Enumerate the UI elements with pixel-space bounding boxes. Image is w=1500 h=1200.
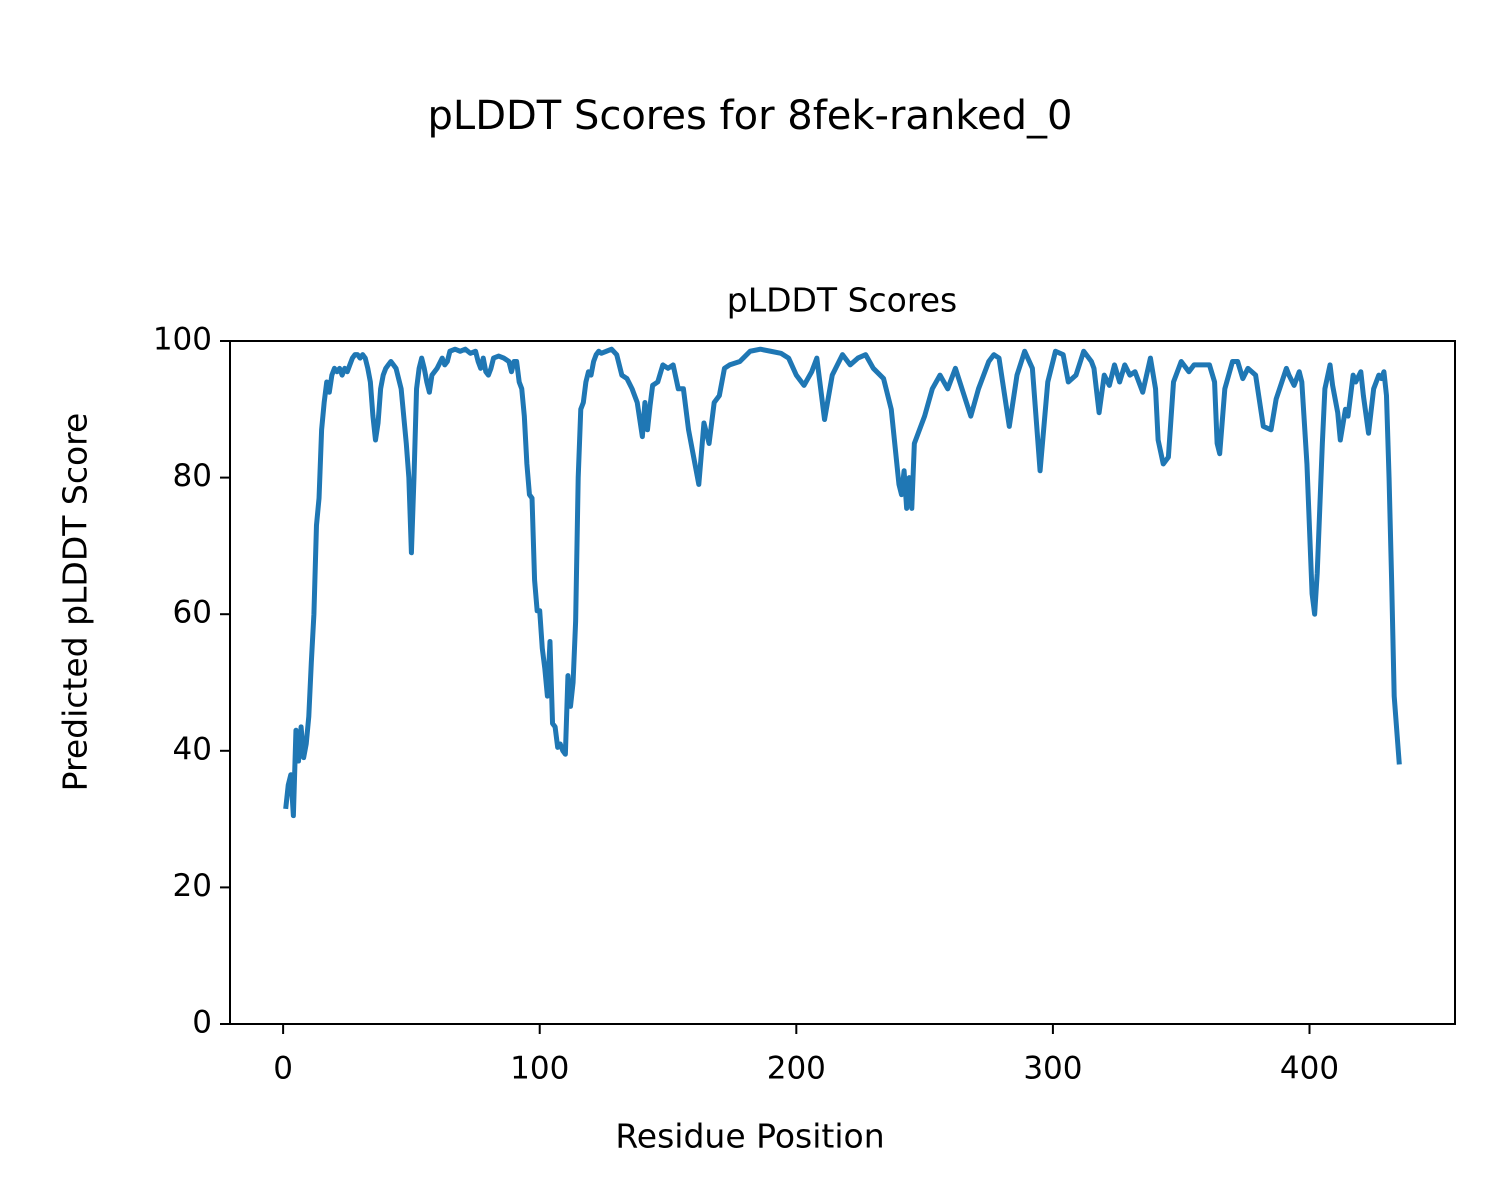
y-tick-label: 100 [153, 322, 212, 358]
y-tick-label: 20 [173, 868, 212, 904]
x-tick-label: 400 [1280, 1051, 1339, 1087]
x-tick-label: 100 [510, 1051, 569, 1087]
y-tick-label: 60 [173, 595, 212, 631]
x-tick-label: 0 [273, 1051, 293, 1087]
y-tick-label: 0 [192, 1005, 212, 1041]
line [283, 346, 1402, 819]
x-tick-label: 200 [767, 1051, 826, 1087]
x-tick-label: 300 [1023, 1051, 1082, 1087]
chart-subtitle: pLDDT Scores [727, 281, 957, 320]
plot-frame [229, 340, 1456, 1025]
x-axis-label: Residue Position [615, 1117, 884, 1156]
y-tick-label: 40 [173, 731, 212, 767]
chart-title: pLDDT Scores for 8fek-ranked_0 [428, 93, 1073, 139]
y-axis-label: Predicted pLDDT Score [56, 413, 95, 792]
y-tick-label: 80 [173, 458, 212, 494]
